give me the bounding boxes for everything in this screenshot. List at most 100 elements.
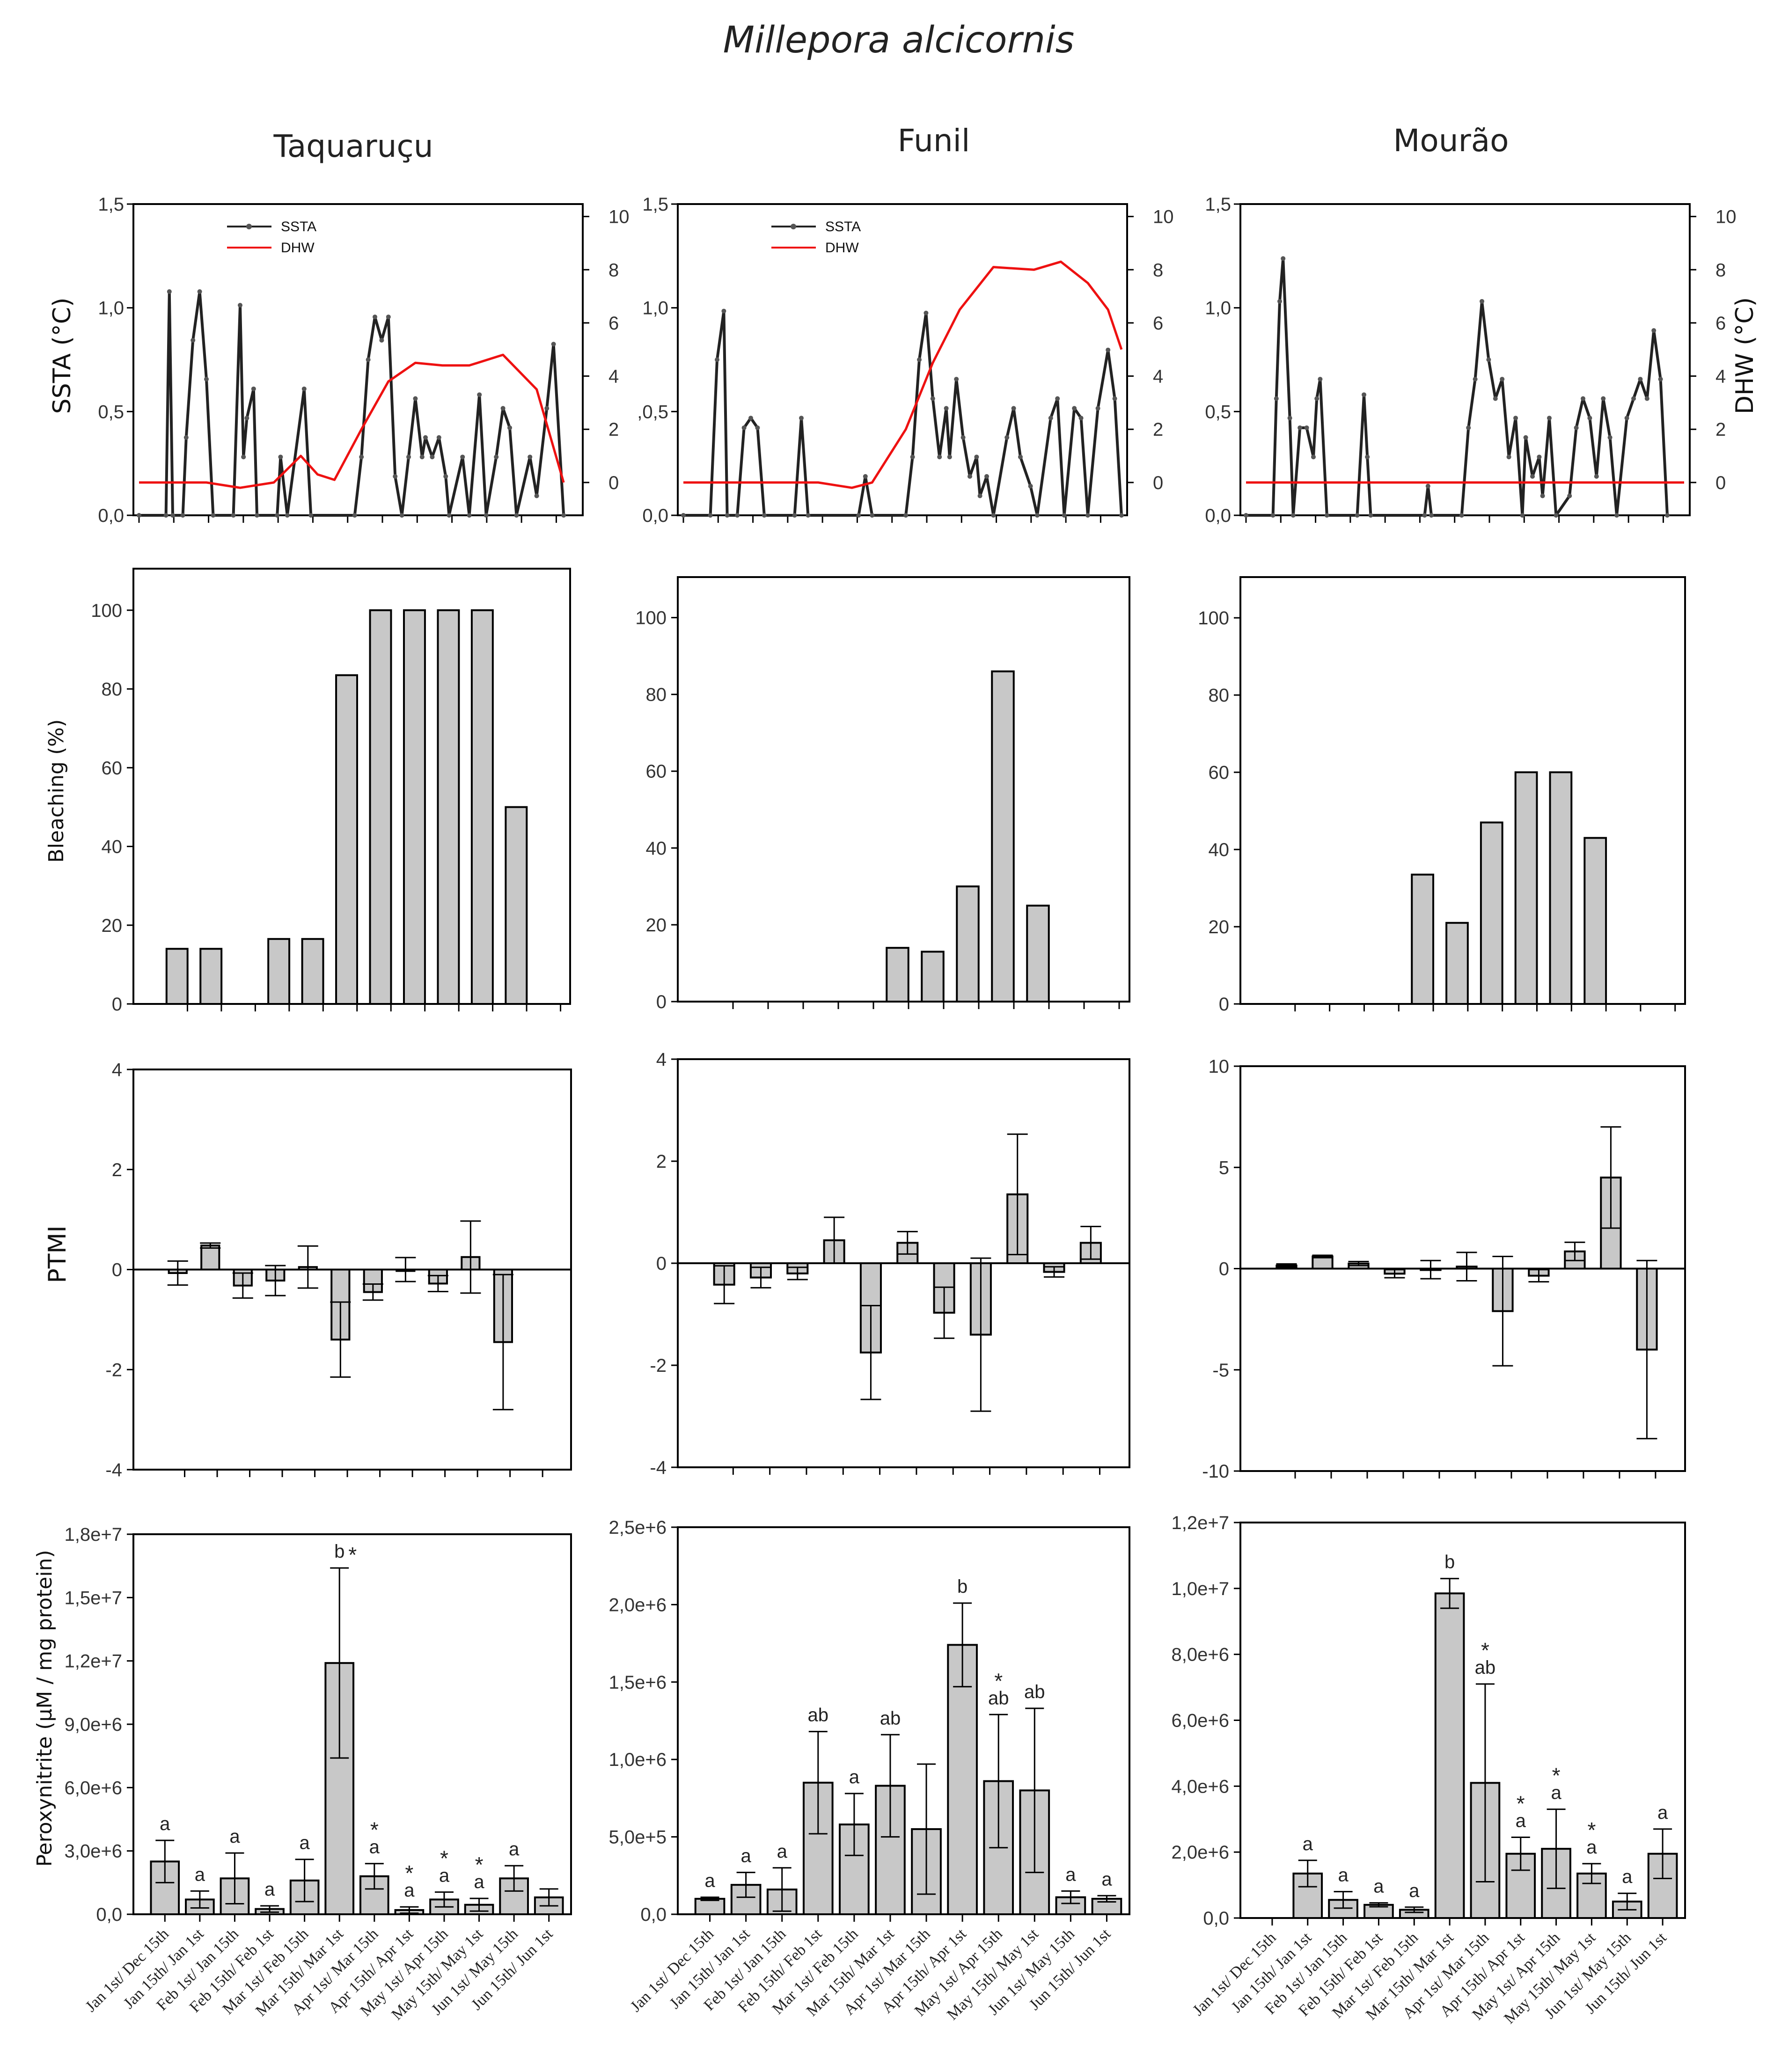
ssta-mourao-ssta-point — [1368, 513, 1373, 518]
ssta-taquarucu-ssta-point — [494, 454, 499, 460]
ssta-funil-ssta-point — [755, 425, 760, 430]
ssta-funil-frame — [677, 203, 1128, 516]
ssta-mourao-ssta-point — [1581, 396, 1585, 401]
ssta-mourao-ssta-point — [1614, 513, 1619, 518]
ssta-taquarucu-ssta-point — [167, 289, 172, 294]
ssta-mourao-ssta-point — [1547, 416, 1552, 421]
bleaching-mourao-bar — [1411, 873, 1435, 1005]
ssta-taquarucu-y2-tick-label: 6 — [608, 313, 619, 334]
ssta-mourao-ssta-point — [1631, 396, 1636, 401]
ssta-funil-ssta-point — [741, 425, 747, 430]
ssta-mourao-y2-tick-label: 6 — [1715, 313, 1726, 334]
ssta-mourao-ssta-point — [1314, 396, 1320, 401]
ssta-funil-ssta-point — [984, 474, 989, 479]
ssta-mourao-ssta-point — [1277, 299, 1282, 304]
peroxynitrite-mourao-sig-letter: a — [1303, 1834, 1313, 1854]
peroxynitrite-funil-y-tick-label: 1,0e+6 — [609, 1750, 667, 1770]
ssta-mourao-ssta-point — [1466, 425, 1471, 430]
peroxynitrite-funil-sig-letter: ab — [988, 1688, 1009, 1708]
ssta-funil-y2-tick-label: 2 — [1153, 419, 1163, 440]
ssta-taquarucu-dhw-line — [139, 353, 565, 489]
bleaching-taquarucu-bar — [403, 609, 426, 1005]
ssta-taquarucu-ssta-point — [447, 513, 452, 518]
ssta-funil-ssta-point — [799, 416, 804, 421]
ssta-mourao-ssta-point — [1365, 454, 1370, 460]
peroxynitrite-mourao-sig-letter: a — [1551, 1783, 1561, 1803]
site-title-funil: Funil — [898, 123, 970, 159]
ssta-funil-ssta-point — [937, 454, 942, 460]
peroxynitrite-mourao-sig-letter: a — [1516, 1810, 1526, 1831]
ssta-mourao-ssta-point — [1298, 425, 1303, 430]
ssta-mourao-ssta-point — [1425, 483, 1430, 489]
ssta-taquarucu-ssta-line — [139, 290, 565, 517]
ssta-taquarucu-ssta-point — [308, 513, 314, 518]
peroxynitrite-mourao-sig-letter: a — [1373, 1876, 1384, 1897]
ssta-taquarucu-ssta-point — [443, 474, 448, 479]
ptmi-taquarucu-y-tick-label: 0 — [112, 1260, 122, 1281]
ssta-mourao-left-y-tick-label: 0,5 — [1205, 402, 1231, 422]
bleaching-taquarucu-y-tick-label: 20 — [102, 915, 123, 936]
ssta-mourao-y2-tick-label: 10 — [1715, 207, 1737, 227]
ssta-mourao-ssta-point — [1513, 416, 1518, 421]
ssta-taquarucu-ssta-point — [399, 513, 404, 518]
peroxynitrite-taquarucu-sig-letter: a — [509, 1839, 520, 1860]
ssta-funil-ssta-point — [910, 454, 915, 460]
ssta-funil-ssta-point — [1011, 406, 1016, 411]
bleaching-taquarucu-bar — [199, 948, 223, 1005]
peroxynitrite-funil-sig-letter: a — [741, 1846, 752, 1867]
peroxynitrite-funil-sig-letter: a — [704, 1871, 715, 1891]
ssta-funil-ssta-point — [1035, 513, 1040, 518]
bleaching-funil-y-tick-label: 80 — [646, 685, 667, 705]
ssta-funil-ssta-point — [856, 513, 861, 518]
figure-title: Millepora alcicornis — [723, 19, 1075, 61]
bleaching-funil-frame — [677, 576, 1130, 1003]
peroxynitrite-taquarucu-sig-letter: a — [229, 1826, 240, 1847]
peroxynitrite-funil-y-tick-label: 2,5e+6 — [609, 1517, 667, 1538]
ssta-funil-y2-tick-label: 8 — [1153, 260, 1163, 280]
bleaching-taquarucu-bar — [267, 938, 291, 1005]
ssta-mourao-ssta-point — [1624, 416, 1629, 421]
ssta-mourao-ssta-point — [1523, 435, 1528, 440]
ssta-mourao-ssta-point — [1601, 396, 1606, 401]
ssta-mourao-ssta-point — [1607, 435, 1613, 440]
ssta-funil-ssta-point — [762, 513, 767, 518]
peroxynitrite-mourao-sig-letter: a — [1586, 1837, 1597, 1858]
peroxynitrite-funil-y-tick-label: 1,5e+6 — [609, 1672, 667, 1693]
ssta-taquarucu-ssta-point — [534, 493, 539, 498]
ssta-mourao-ssta-point — [1362, 392, 1366, 397]
ssta-taquarucu-ssta-point — [170, 513, 175, 518]
ssta-funil-legend-dhw-label: DHW — [825, 240, 859, 256]
ssta-funil-y2-tick-label: 0 — [1153, 473, 1163, 493]
ylabel-peroxynitrite: Peroxynitrite (μM / mg protein) — [33, 1550, 57, 1867]
peroxynitrite-taquarucu-sig-letter: a — [264, 1879, 275, 1900]
ssta-taquarucu-ssta-point — [393, 474, 398, 479]
peroxynitrite-mourao-sig-letter: a — [1622, 1867, 1633, 1887]
ssta-funil-dhw-line — [683, 260, 1123, 489]
ssta-mourao-ssta-point — [1500, 377, 1505, 382]
ssta-funil-ssta-point — [1062, 513, 1067, 518]
bleaching-taquarucu-y-tick-label: 40 — [102, 837, 123, 857]
ssta-mourao-ssta-point — [1311, 454, 1316, 460]
peroxynitrite-taquarucu-sig-star: * — [405, 1861, 413, 1885]
ssta-mourao-ssta-point — [1244, 513, 1248, 518]
bleaching-mourao-y-tick-label: 0 — [1219, 994, 1229, 1015]
peroxynitrite-funil-bar — [694, 1897, 726, 1915]
bleaching-funil-bar — [956, 885, 980, 1003]
ssta-mourao-ssta-point — [1594, 474, 1599, 479]
ssta-mourao-ssta-point — [1459, 513, 1464, 518]
ptmi-mourao-y-tick-label: -5 — [1212, 1360, 1229, 1381]
ssta-taquarucu-ssta-point — [244, 416, 249, 421]
ptmi-taquarucu-y-tick-label: 4 — [112, 1060, 122, 1080]
peroxynitrite-taquarucu-y-tick-label: 9,0e+6 — [65, 1714, 122, 1735]
ssta-mourao-ssta-point — [1506, 454, 1511, 460]
ssta-mourao-ssta-point — [1644, 396, 1649, 401]
ptmi-funil-y-tick-label: -2 — [650, 1355, 667, 1376]
peroxynitrite-taquarucu-sig-letter: b — [334, 1541, 345, 1562]
peroxynitrite-mourao-y-tick-label: 2,0e+6 — [1172, 1842, 1229, 1863]
ssta-funil-ssta-point — [954, 377, 959, 382]
ssta-taquarucu-ssta-point — [137, 513, 141, 518]
peroxynitrite-mourao-y-tick-label: 1,2e+7 — [1172, 1513, 1229, 1533]
peroxynitrite-mourao-sig-star: * — [1517, 1791, 1525, 1816]
ssta-funil-ssta-point — [1018, 454, 1023, 460]
bleaching-mourao-y-tick-label: 20 — [1209, 917, 1230, 937]
